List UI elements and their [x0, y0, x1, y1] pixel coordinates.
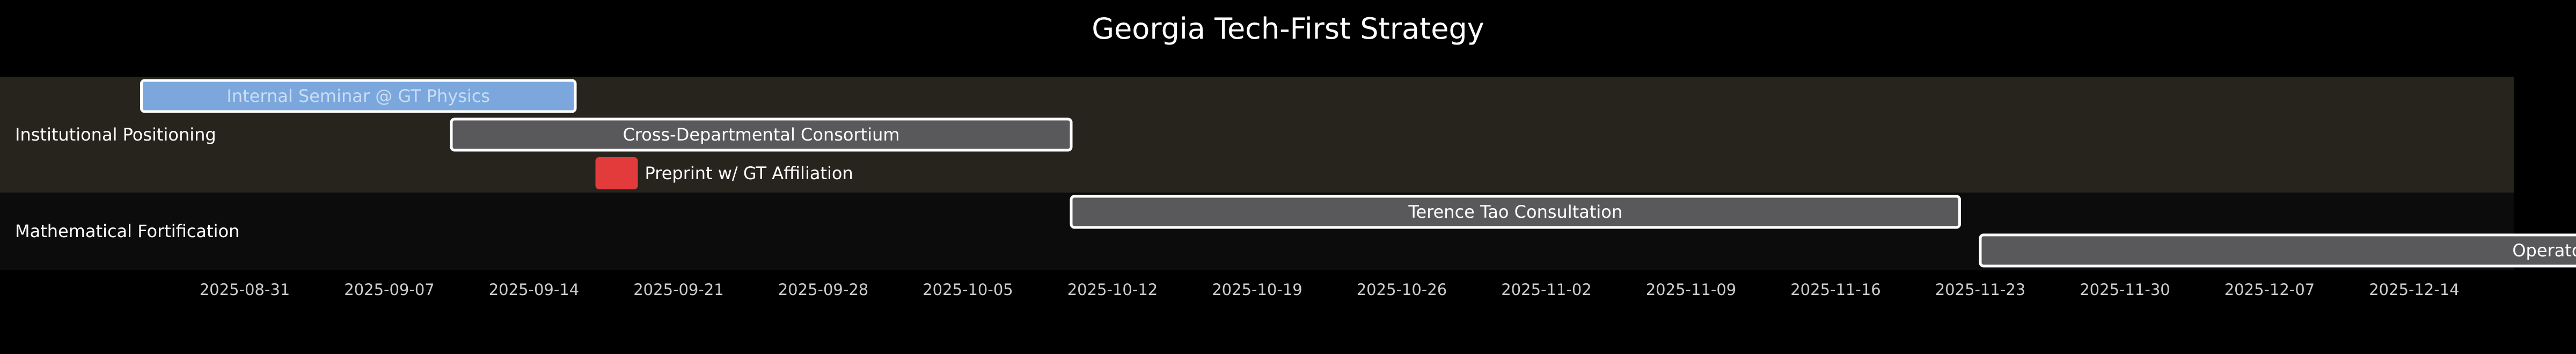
- task-bar: [140, 79, 577, 113]
- task-label: Internal Seminar @ GT Physics: [226, 86, 490, 106]
- task-label: Operator Algebra White Paper: [2512, 240, 2576, 261]
- x-tick-label: 2025-11-23: [1935, 281, 2026, 299]
- x-axis: 2025-08-31 2025-09-07 2025-09-14 2025-09-21…: [200, 281, 2460, 299]
- x-tick-label: 2025-09-28: [778, 281, 869, 299]
- task-bars: Internal Seminar @ GT Physics Cross-Depar…: [140, 79, 2576, 268]
- chart-title: Georgia Tech-First Strategy: [1092, 12, 1484, 46]
- x-tick-label: 2025-10-12: [1067, 281, 1158, 299]
- task-label: Terence Tao Consultation: [1408, 202, 1622, 222]
- x-tick-label: 2025-09-14: [489, 281, 580, 299]
- x-tick-label: 2025-09-21: [633, 281, 724, 299]
- x-tick-label: 2025-11-30: [2080, 281, 2170, 299]
- x-tick-label: 2025-09-07: [344, 281, 435, 299]
- x-tick-label: 2025-11-02: [1501, 281, 1592, 299]
- task-bar: [595, 157, 638, 189]
- section-label: Institutional Positioning: [15, 124, 216, 145]
- x-tick-label: 2025-10-26: [1357, 281, 1447, 299]
- section-label: Mathematical Fortification: [15, 221, 239, 241]
- x-tick-label: 2025-12-14: [2369, 281, 2460, 299]
- task-bar: [1070, 195, 1961, 229]
- task-label: Preprint w/ GT Affiliation: [645, 163, 853, 183]
- x-tick-label: 2025-12-07: [2224, 281, 2315, 299]
- x-tick-label: 2025-11-16: [1790, 281, 1881, 299]
- task-bar: [1979, 233, 2576, 268]
- x-tick-label: 2025-11-09: [1646, 281, 1737, 299]
- x-tick-label: 2025-10-19: [1212, 281, 1302, 299]
- x-tick-label: 2025-10-05: [923, 281, 1013, 299]
- task-bar: [450, 117, 1073, 152]
- task-label: Cross-Departmental Consortium: [623, 124, 899, 145]
- x-tick-label: 2025-08-31: [200, 281, 290, 299]
